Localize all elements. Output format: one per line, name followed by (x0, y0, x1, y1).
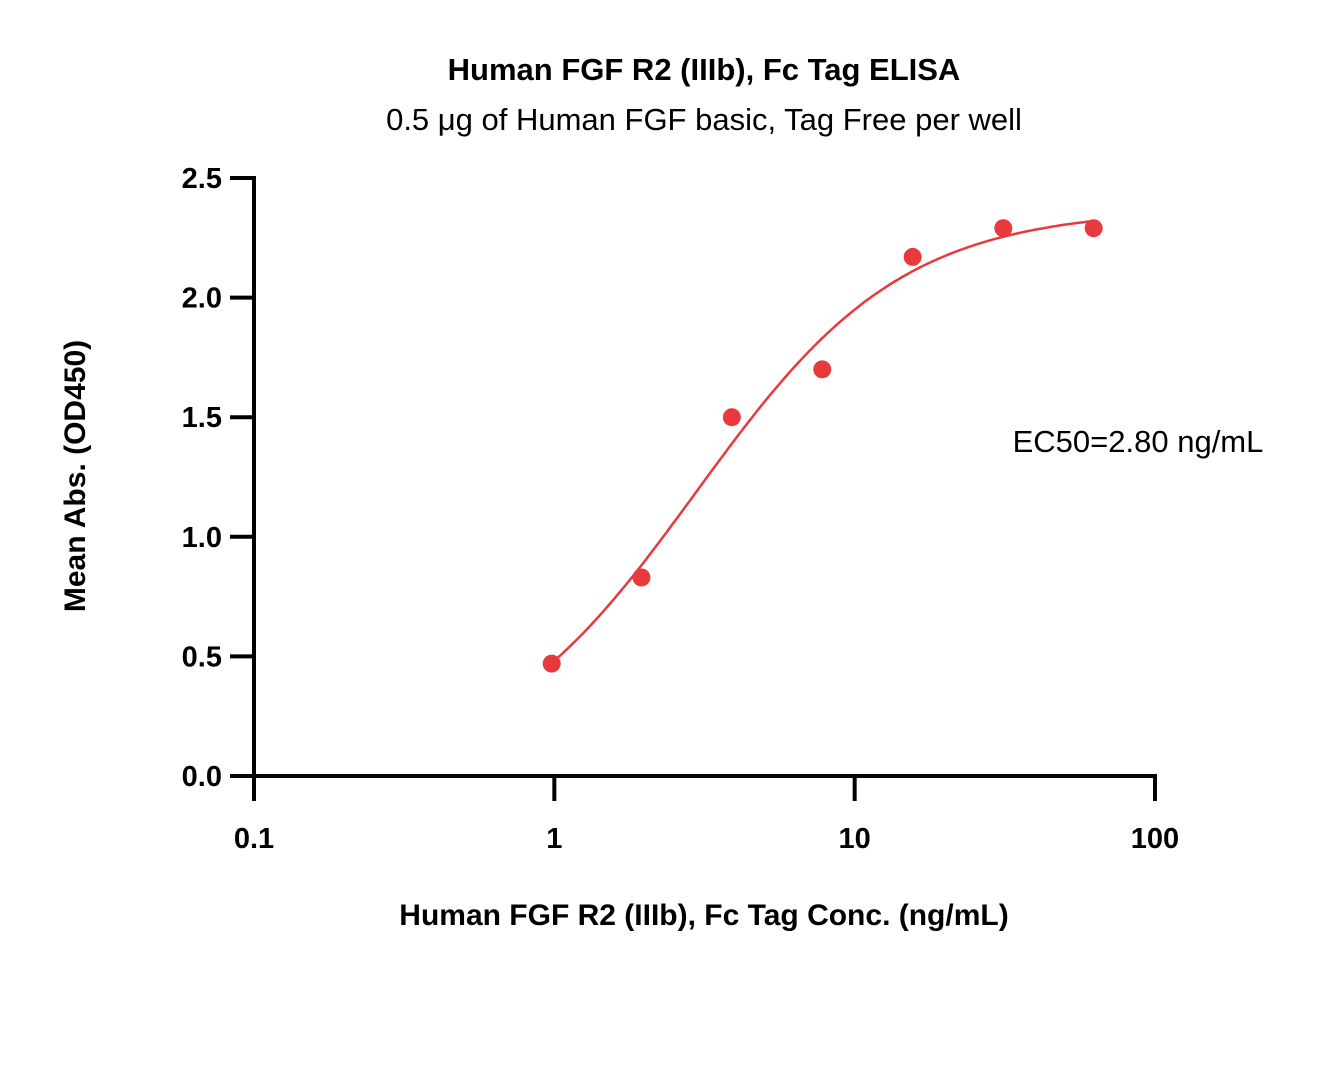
data-point (632, 568, 651, 587)
chart-title: Human FGF R2 (IIIb), Fc Tag ELISA (448, 52, 961, 87)
data-point (994, 219, 1013, 238)
data-point (813, 360, 832, 379)
data-point (1084, 219, 1103, 238)
x-tick-label: 100 (1131, 823, 1179, 855)
y-tick-label: 0.5 (182, 641, 222, 673)
y-tick-label: 1.5 (182, 402, 222, 434)
x-axis: 0.1 1 10 100 (234, 774, 1179, 855)
y-tick-label: 0.0 (182, 761, 222, 793)
y-tick-label: 1.0 (182, 522, 222, 554)
data-points (542, 219, 1103, 673)
chart-subtitle: 0.5 μg of Human FGF basic, Tag Free per … (386, 102, 1022, 137)
ec50-annotation: EC50=2.80 ng/mL (1013, 424, 1264, 459)
data-point (722, 408, 741, 427)
data-point (542, 654, 561, 673)
data-point (903, 247, 922, 266)
y-axis-label: Mean Abs. (OD450) (59, 340, 92, 612)
x-tick-label: 1 (546, 823, 562, 855)
y-tick-label: 2.5 (182, 163, 222, 195)
y-axis: 0.0 0.5 1.0 1.5 2.0 2.5 (182, 163, 256, 793)
x-tick-label: 0.1 (234, 823, 274, 855)
y-tick-label: 2.0 (182, 283, 222, 315)
x-tick-label: 10 (839, 823, 871, 855)
x-axis-label: Human FGF R2 (IIIb), Fc Tag Conc. (ng/mL… (399, 899, 1008, 932)
